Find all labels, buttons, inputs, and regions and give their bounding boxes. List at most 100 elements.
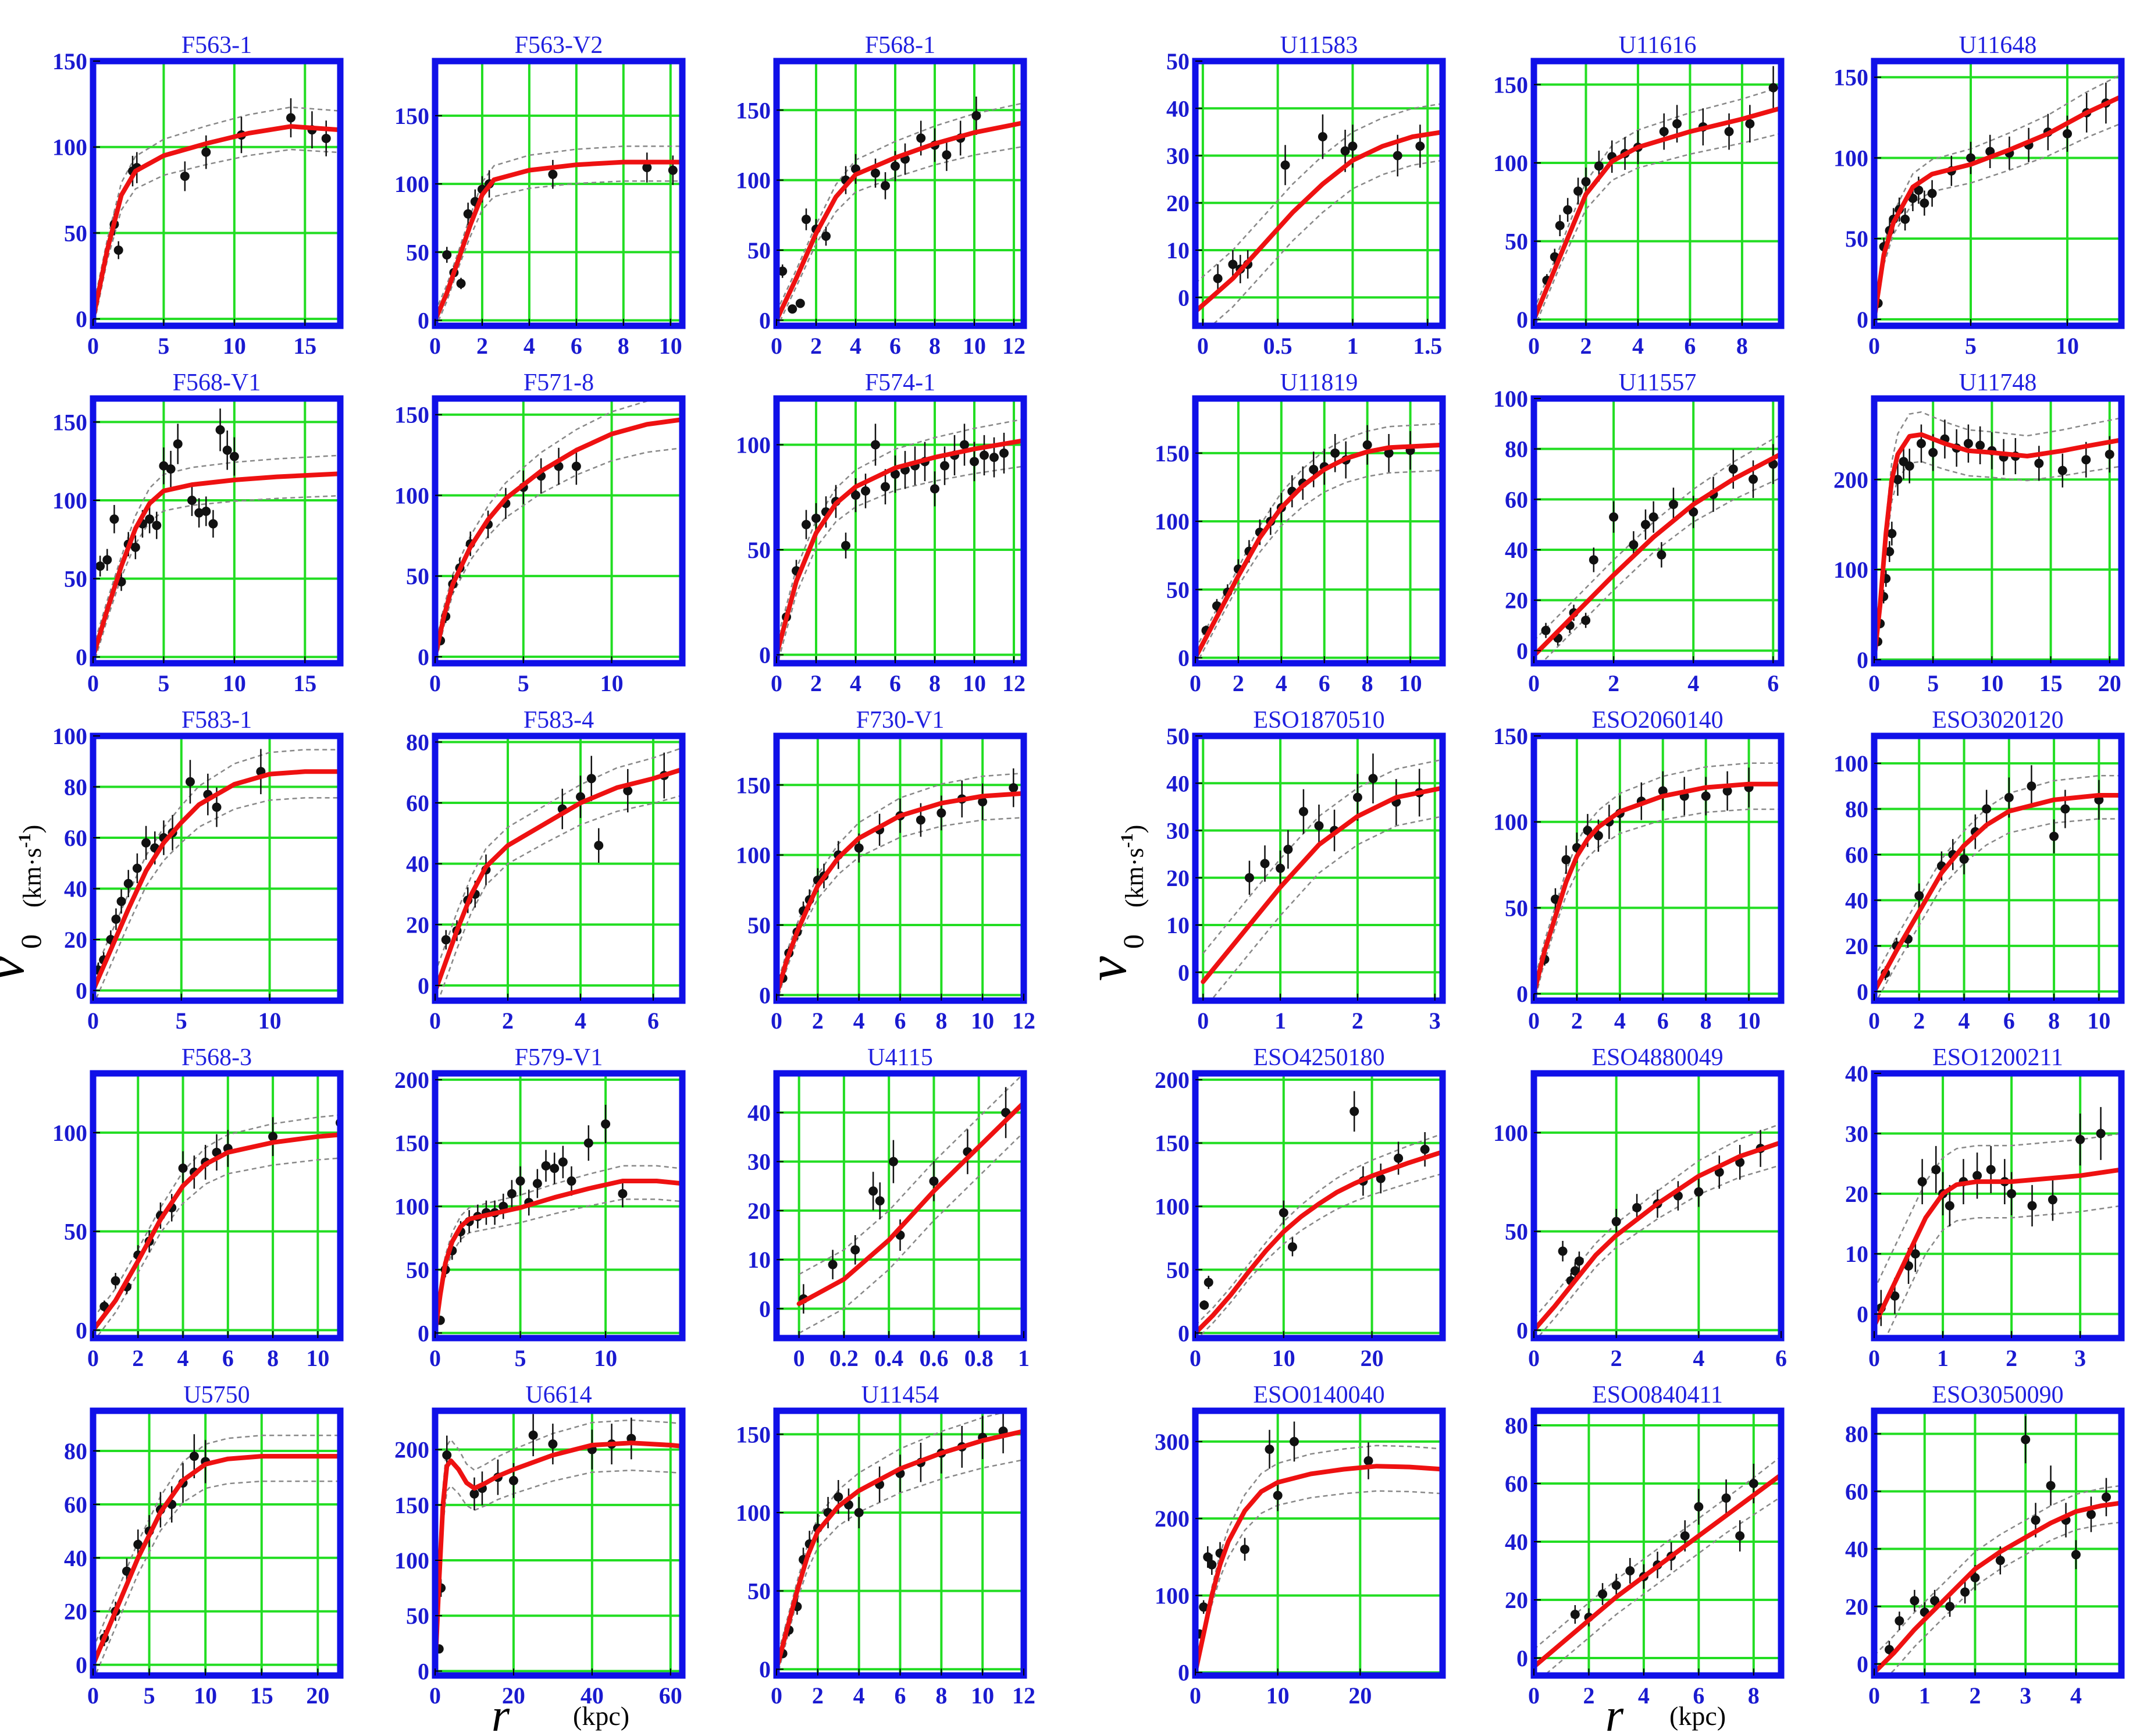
data-point (2046, 1481, 2056, 1490)
y-tick-label: 0 (76, 644, 87, 670)
x-tick-label: 10 (1266, 1682, 1290, 1709)
panel-f574-1: F574-1 0 2 4 6 8 10 12 0 50 100 (736, 369, 1027, 696)
data-point (940, 461, 949, 471)
upper-band (435, 399, 670, 648)
y-tick-label: 150 (52, 48, 87, 74)
grid (435, 1411, 682, 1675)
confidence-bands (435, 399, 682, 663)
data-point (2086, 1510, 2096, 1520)
data-point (1689, 507, 1699, 517)
x-tick-label: 2 (812, 1682, 824, 1709)
y-tick-label: 0 (418, 973, 429, 999)
panel-title: ESO2060140 (1591, 707, 1723, 734)
panel-title: U11648 (1959, 32, 2037, 59)
lower-band (1543, 1496, 1781, 1675)
y-tick-label: 0 (1857, 1651, 1868, 1677)
lower-band (93, 148, 340, 326)
data-point (1970, 1573, 1980, 1582)
y-tick-label: 10 (1845, 1241, 1868, 1267)
panel-title: ESO4880049 (1591, 1044, 1723, 1071)
y-tick-label: 20 (1166, 865, 1190, 891)
data-point (130, 542, 140, 552)
y-tick-label: 150 (394, 1130, 429, 1157)
y-tick-label: 0 (759, 1656, 771, 1682)
lower-band (1197, 1173, 1443, 1338)
y-tick-label: 80 (1505, 436, 1528, 463)
lower-band (777, 465, 1024, 663)
y-tick-label: 50 (747, 237, 771, 264)
y-tick-label: 40 (64, 876, 87, 902)
upper-band (435, 747, 682, 974)
y-tick-label: 60 (406, 790, 429, 816)
data-point (1420, 1144, 1430, 1154)
data-point (528, 1430, 538, 1440)
y-tick-label: 100 (394, 482, 429, 508)
x-tick-label: 4 (850, 333, 861, 359)
upper-band (435, 1165, 682, 1326)
upper-band (1874, 1133, 2121, 1290)
x-tick-label: 0 (87, 670, 99, 696)
data-point (1659, 127, 1669, 137)
x-tick-label: 1 (1274, 1008, 1286, 1034)
y-tick-label: 50 (64, 1219, 87, 1245)
x-tick-label: 10 (2087, 1008, 2110, 1034)
x-tick-label: 3 (1429, 1008, 1441, 1034)
data-point (929, 1176, 939, 1186)
data-point (802, 520, 811, 529)
grid (1534, 61, 1781, 326)
grid (1195, 736, 1443, 1001)
data-point (960, 440, 969, 450)
y-tick-label: 40 (1845, 1536, 1868, 1562)
data-points (435, 1104, 628, 1325)
upper-band (1874, 411, 2121, 654)
data-point (1914, 891, 1924, 901)
observed-trend-line (1534, 1141, 1781, 1331)
y-axis-subscript: 0 (1117, 934, 1149, 949)
y-tick-label: 60 (1505, 486, 1528, 513)
data-point (222, 445, 232, 455)
data-points (109, 98, 331, 259)
model-curve (1874, 793, 2121, 994)
x-tick-label: 4 (1693, 1345, 1704, 1371)
data-point (999, 448, 1009, 458)
data-points (1874, 419, 2114, 646)
panel-frame (1192, 58, 1446, 329)
data-point (930, 484, 939, 494)
panel-u6614: U6614 0 20 40 60 0 50 100 150 200 (394, 1382, 686, 1709)
y-tick-label: 0 (1178, 959, 1190, 986)
data-point (1694, 1187, 1704, 1197)
x-tick-label: 20 (306, 1682, 329, 1709)
panel-frame (90, 1407, 344, 1679)
grid (777, 1073, 1024, 1338)
data-point (1213, 273, 1223, 283)
x-tick-label: 6 (895, 1682, 906, 1709)
x-tick-label: 0.2 (829, 1345, 859, 1371)
data-point (1570, 1266, 1580, 1276)
confidence-bands (1874, 1133, 2121, 1338)
data-point (1340, 146, 1350, 156)
panel-title: ESO4250180 (1253, 1044, 1384, 1071)
data-point (1960, 1587, 1970, 1597)
lower-band (435, 180, 682, 326)
data-points (778, 96, 981, 314)
x-tick-label: 2 (502, 1008, 514, 1034)
panel-u5750: U5750 0 5 10 15 20 0 20 40 60 80 (64, 1382, 344, 1709)
model-curve (435, 1440, 682, 1674)
data-point (1611, 1216, 1621, 1226)
y-tick-label: 50 (1166, 48, 1190, 74)
x-tick-label: 5 (176, 1008, 187, 1034)
panel-title: F571-8 (524, 369, 594, 396)
y-tick-label: 0 (76, 1317, 87, 1343)
y-tick-label: 150 (1493, 72, 1528, 98)
data-point (111, 915, 121, 924)
y-tick-label: 0 (76, 1652, 87, 1678)
model-curve (1874, 432, 2121, 662)
data-point (1885, 547, 1895, 557)
y-tick-label: 80 (406, 729, 429, 755)
data-point (854, 1508, 864, 1517)
y-tick-label: 0 (76, 306, 87, 332)
data-point (508, 1475, 518, 1485)
